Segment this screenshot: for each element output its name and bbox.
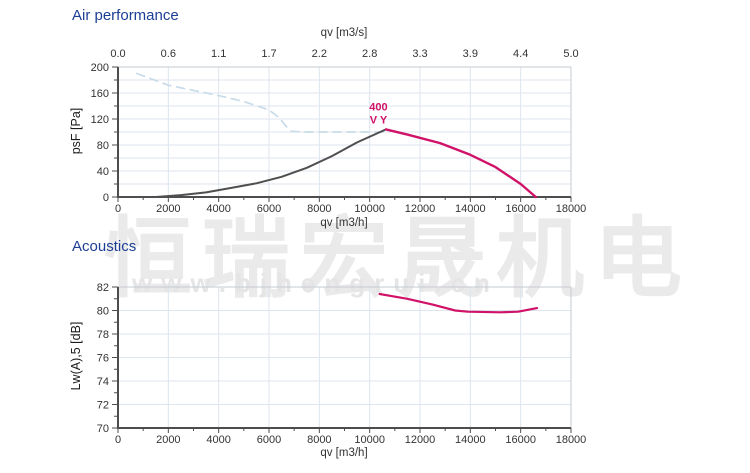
y-tick-label: 76 <box>97 353 109 365</box>
series-sound-power-level <box>378 292 539 314</box>
x-tick-label: 0 <box>115 434 121 446</box>
x-tick-label: 2000 <box>156 434 180 446</box>
y-tick-label: 74 <box>97 376 109 388</box>
x-tick-label: 8000 <box>307 434 331 446</box>
acoustics-title: Acoustics <box>72 238 137 255</box>
air-performance-title: Air performance <box>72 7 179 24</box>
series-system-curve-dashed <box>136 72 385 133</box>
series-curve-label: V Y <box>370 114 388 126</box>
x-tick-label: 12000 <box>405 203 436 215</box>
x-tick-label: 16000 <box>505 203 536 215</box>
y-tick-label: 160 <box>91 88 109 100</box>
x-tick-label: 14000 <box>455 203 486 215</box>
x-tick-label: 6000 <box>257 434 281 446</box>
top-tick-label: 3.9 <box>463 48 478 60</box>
y-tick-label: 72 <box>97 400 109 412</box>
top-tick-label: 1.1 <box>211 48 226 60</box>
x-tick-label: 2000 <box>156 203 180 215</box>
x-tick-label: 18000 <box>556 203 587 215</box>
y-tick-label: 80 <box>97 140 109 152</box>
y-tick-label: 40 <box>97 166 109 178</box>
x-tick-label: 4000 <box>206 434 230 446</box>
x-tick-label: 12000 <box>405 434 436 446</box>
x-tick-label: 18000 <box>556 434 587 446</box>
x-tick-label: 14000 <box>455 434 486 446</box>
x-tick-label: 16000 <box>505 434 536 446</box>
y-tick-label: 80 <box>97 306 109 318</box>
acoustics-chart-x-axis-label: qv [m3/h] <box>320 447 368 459</box>
x-tick-label: 4000 <box>206 203 230 215</box>
top-tick-label: 4.4 <box>513 48 528 60</box>
y-tick-label: 200 <box>91 62 109 74</box>
x-tick-label: 10000 <box>354 434 385 446</box>
top-tick-label: 1.7 <box>261 48 276 60</box>
air-chart-top-axis-label: qv [m3/s] <box>320 27 368 39</box>
top-tick-label: 2.8 <box>362 48 377 60</box>
series-fan-curve-rising <box>117 128 387 198</box>
y-tick-label: 82 <box>97 282 109 294</box>
air-chart-x-axis-label: qv [m3/h] <box>320 217 368 229</box>
top-tick-label: 3.3 <box>412 48 427 60</box>
x-tick-label: 0 <box>115 203 121 215</box>
y-tick-label: 78 <box>97 329 109 341</box>
top-tick-label: 5.0 <box>563 48 578 60</box>
series-curve-label: 400 <box>369 101 387 113</box>
acoustics-chart-y-axis-label: Lw(A),5 [dB] <box>69 321 83 391</box>
x-tick-label: 8000 <box>307 203 331 215</box>
y-tick-label: 0 <box>103 192 109 204</box>
top-tick-label: 0.0 <box>110 48 125 60</box>
air-chart-y-axis-label: psF [Pa] <box>69 107 83 155</box>
top-tick-label: 0.6 <box>161 48 176 60</box>
y-tick-label: 120 <box>91 114 109 126</box>
series-fan-curve-400VY <box>384 128 537 199</box>
x-tick-label: 6000 <box>257 203 281 215</box>
x-tick-label: 10000 <box>354 203 385 215</box>
y-tick-label: 70 <box>97 423 109 435</box>
top-tick-label: 2.2 <box>312 48 327 60</box>
